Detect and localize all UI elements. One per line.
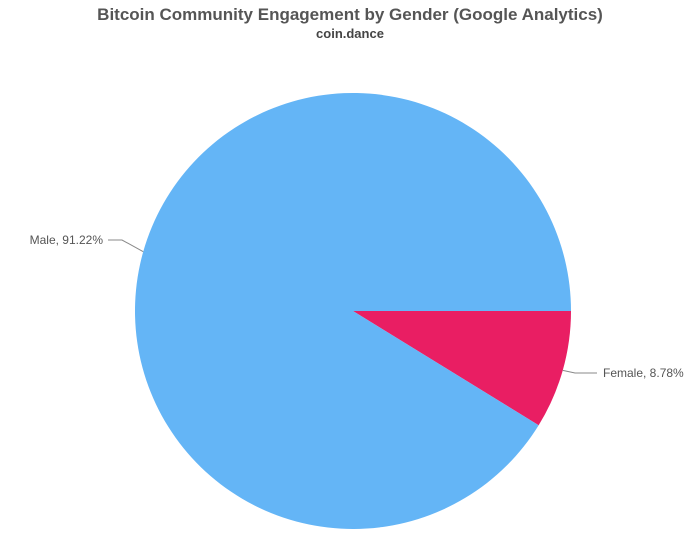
data-label-male: Male, 91.22%: [30, 233, 104, 247]
pie-slice-male: [135, 92, 571, 529]
leader-line-male: [108, 239, 144, 253]
chart-title: Bitcoin Community Engagement by Gender (…: [97, 5, 603, 24]
data-label-female: Female, 8.78%: [603, 366, 684, 380]
chart-subtitle: coin.dance: [316, 26, 384, 41]
pie-slice-female: [353, 311, 571, 426]
leader-line-female: [562, 369, 597, 374]
